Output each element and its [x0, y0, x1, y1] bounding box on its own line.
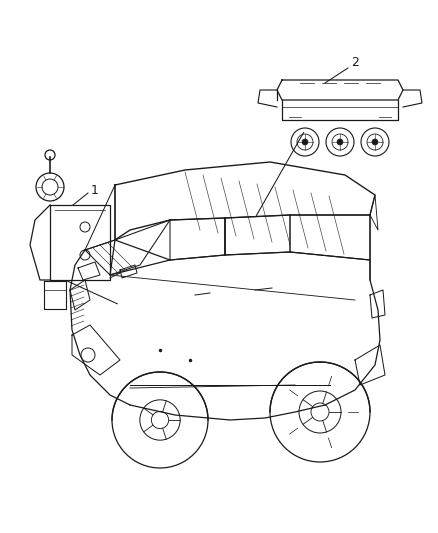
Circle shape — [302, 139, 308, 145]
Text: 1: 1 — [91, 183, 99, 197]
Circle shape — [372, 139, 378, 145]
Circle shape — [337, 139, 343, 145]
Text: 2: 2 — [351, 56, 359, 69]
